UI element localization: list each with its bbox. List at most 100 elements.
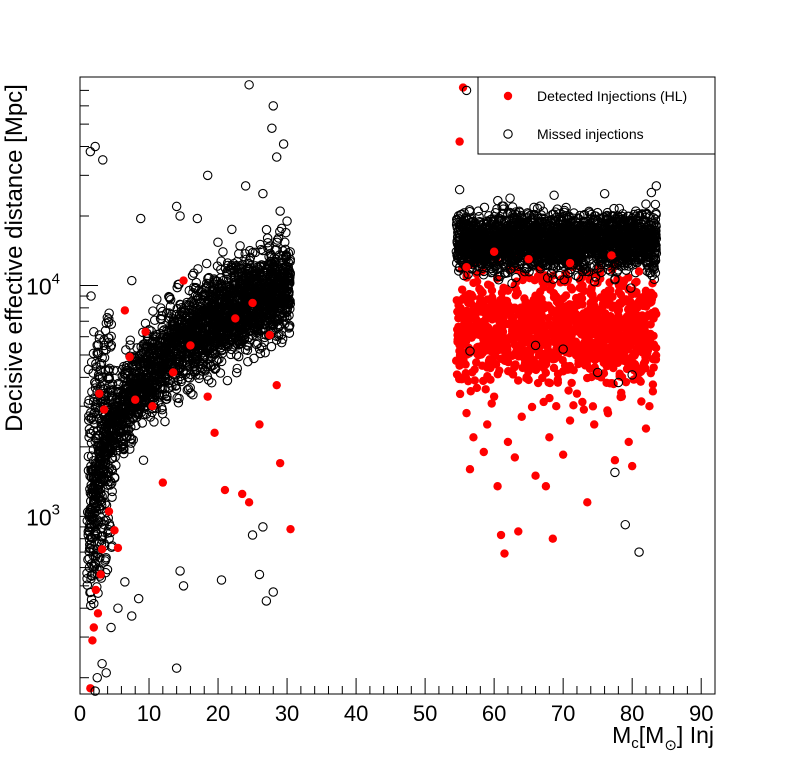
- dense-point: [148, 306, 158, 316]
- dense-point: [493, 370, 502, 379]
- dense-point: [98, 346, 109, 356]
- dense-point: [272, 237, 282, 248]
- dense-point: [216, 356, 227, 367]
- dense-point: [235, 276, 246, 287]
- dense-point: [496, 345, 505, 354]
- dense-point: [527, 402, 537, 412]
- dense-point: [92, 340, 102, 350]
- dense-point: [209, 274, 219, 284]
- dense-point: [515, 318, 524, 328]
- dense-point: [524, 309, 534, 319]
- dense-point: [476, 286, 485, 295]
- dense-point: [569, 365, 578, 375]
- dense-point: [189, 321, 200, 332]
- dense-point: [188, 282, 199, 293]
- dense-point: [139, 352, 149, 363]
- dense-point: [94, 466, 104, 477]
- dense-point: [277, 311, 288, 322]
- dense-point: [214, 354, 224, 364]
- dense-point: [152, 341, 163, 351]
- dense-point: [119, 392, 130, 402]
- dense-point: [584, 326, 594, 336]
- dense-point: [201, 305, 212, 315]
- dense-point: [176, 311, 186, 322]
- dense-point: [648, 380, 658, 389]
- dense-point: [538, 300, 547, 309]
- dense-point: [472, 308, 481, 318]
- dense-point: [128, 412, 138, 422]
- dense-point: [111, 413, 121, 424]
- dense-point: [100, 467, 111, 478]
- dense-point: [607, 350, 616, 359]
- dense-point: [195, 330, 205, 341]
- dense-point: [208, 279, 219, 289]
- dense-point: [176, 376, 186, 387]
- dense-point: [264, 295, 274, 305]
- dense-point: [105, 379, 115, 390]
- dense-point: [176, 324, 186, 334]
- dense-point: [256, 261, 267, 272]
- dense-point: [624, 357, 633, 367]
- dense-point: [514, 376, 523, 385]
- dense-point: [119, 448, 129, 459]
- dense-point: [605, 278, 614, 287]
- dense-point: [458, 294, 468, 303]
- dense-point: [134, 378, 145, 389]
- dense-point: [106, 340, 117, 350]
- dense-point: [182, 385, 193, 395]
- dense-point: [245, 288, 256, 298]
- dense-point: [638, 311, 647, 320]
- dense-point: [259, 286, 269, 297]
- dense-point: [87, 514, 98, 525]
- dense-point: [83, 398, 94, 409]
- dense-point: [89, 598, 99, 609]
- dense-point: [88, 348, 99, 359]
- dense-point: [563, 338, 572, 347]
- dense-point: [278, 268, 289, 278]
- dense-point: [100, 556, 110, 566]
- dense-point: [184, 373, 195, 383]
- dense-point: [261, 264, 271, 274]
- dense-point: [504, 358, 513, 367]
- dense-point: [620, 297, 629, 306]
- dense-point: [138, 455, 149, 465]
- dense-point: [563, 276, 572, 285]
- dense-point: [617, 323, 626, 333]
- dense-point: [152, 294, 162, 304]
- dense-point: [626, 283, 636, 293]
- dense-point: [463, 376, 473, 386]
- dense-point: [487, 399, 496, 408]
- dense-point: [615, 369, 624, 378]
- dense-point: [246, 310, 256, 321]
- dense-point: [139, 367, 149, 377]
- dense-point: [284, 310, 294, 321]
- dense-point: [160, 416, 170, 427]
- dense-point: [508, 327, 517, 336]
- dense-point: [93, 347, 103, 358]
- dense-point: [167, 381, 177, 391]
- dense-point: [183, 329, 194, 339]
- dense-point: [250, 271, 260, 281]
- dense-point: [457, 285, 467, 294]
- dense-point: [624, 340, 633, 350]
- dense-point: [513, 288, 522, 298]
- dense-point: [88, 444, 99, 455]
- dense-point: [547, 304, 556, 314]
- dense-point: [105, 434, 116, 444]
- dense-point: [285, 320, 295, 331]
- dense-point: [232, 363, 243, 374]
- dense-point: [589, 276, 600, 287]
- dense-point: [472, 277, 482, 286]
- dense-point: [95, 552, 105, 563]
- dense-point: [266, 341, 277, 352]
- dense-point: [247, 325, 257, 336]
- dense-point: [616, 337, 626, 347]
- dense-point: [649, 331, 658, 341]
- dense-point: [557, 319, 567, 328]
- dense-point: [187, 270, 198, 281]
- dense-point: [531, 298, 540, 307]
- dense-point: [113, 387, 124, 398]
- dense-point: [582, 360, 592, 369]
- dense-point: [94, 517, 104, 527]
